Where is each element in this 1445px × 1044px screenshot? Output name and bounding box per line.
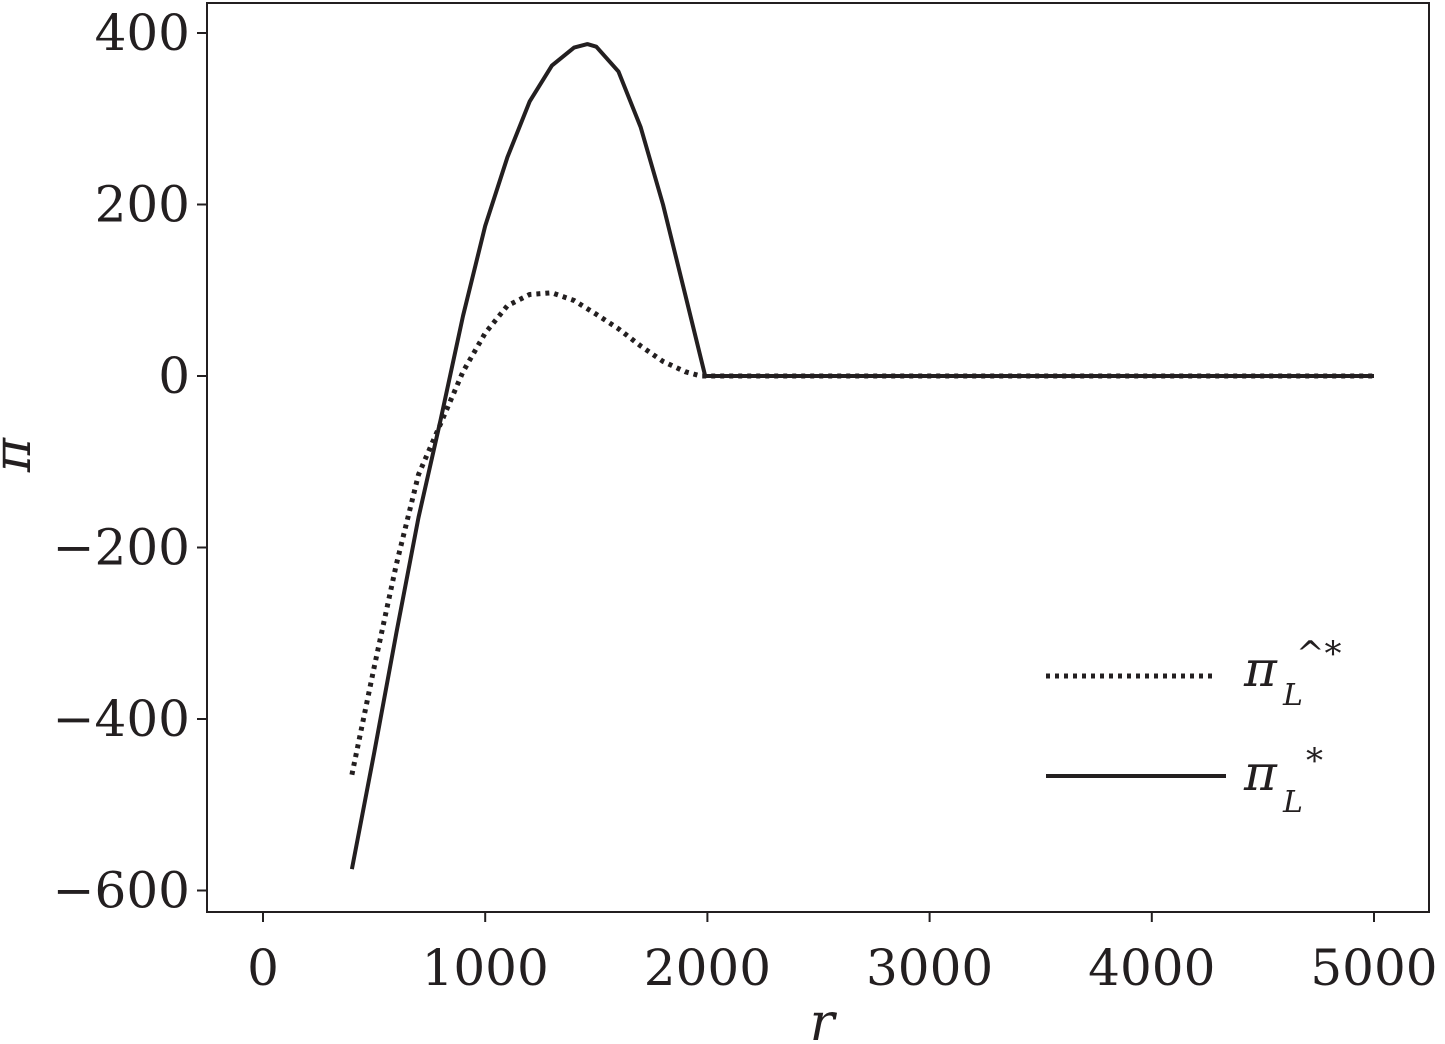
legend: π L ^* π L * — [1046, 634, 1342, 820]
x-tick-label: 2000 — [644, 939, 771, 997]
y-tick-label: 0 — [158, 347, 190, 405]
y-axis: 400 200 0 −200 −400 −600 — [53, 4, 207, 920]
legend-label-subscript: L — [1282, 785, 1303, 820]
legend-label-superscript: * — [1306, 741, 1323, 781]
x-tick-label: 5000 — [1310, 939, 1437, 997]
y-tick-label: 200 — [95, 176, 190, 234]
plot-frame — [206, 2, 1430, 913]
y-tick-label: −200 — [53, 519, 190, 577]
y-tick-label: −400 — [53, 690, 190, 748]
x-tick-label: 4000 — [1088, 939, 1215, 997]
y-axis-label: π — [0, 437, 43, 473]
y-tick-label: 400 — [95, 4, 190, 62]
x-tick-label: 0 — [247, 939, 279, 997]
x-axis-label: r — [810, 993, 838, 1044]
y-tick-label: −600 — [53, 862, 190, 920]
legend-label-symbol: π — [1243, 640, 1278, 698]
series-line-dotted — [349, 290, 1374, 776]
x-tick-label: 3000 — [866, 939, 993, 997]
series-line-solid — [349, 42, 1374, 870]
x-axis: 0 1000 2000 3000 4000 5000 — [247, 912, 1438, 997]
legend-label-subscript: L — [1282, 678, 1303, 713]
legend-label-superscript: ^* — [1296, 634, 1342, 674]
x-tick-label: 1000 — [422, 939, 549, 997]
legend-label-symbol: π — [1243, 744, 1278, 802]
series-layer — [349, 42, 1374, 870]
